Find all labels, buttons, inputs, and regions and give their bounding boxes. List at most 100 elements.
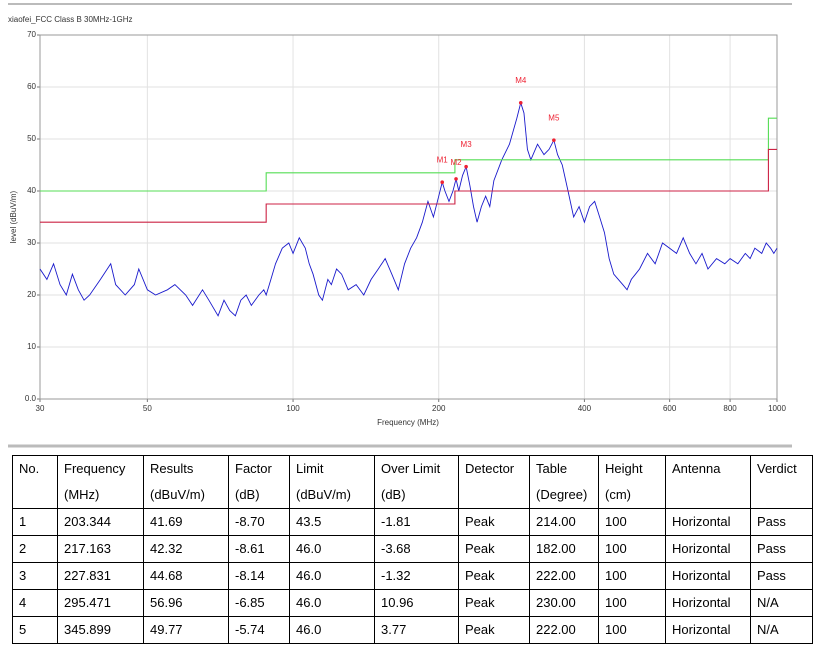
data-cell: 46.0 <box>289 589 375 617</box>
header-text: Table <box>536 461 568 476</box>
header-cell: Height (cm) <box>598 455 666 509</box>
x-tick-label: 30 <box>36 404 45 413</box>
header-cell: Detector <box>458 455 530 509</box>
header-cell: Frequency (MHz) <box>57 455 144 509</box>
data-cell: 5 <box>12 616 58 644</box>
header-text: Limit <box>296 461 324 476</box>
marker-label: M5 <box>548 113 560 122</box>
header-text: Height <box>605 461 643 476</box>
header-text: Over Limit <box>381 461 441 476</box>
marker-point <box>464 164 468 169</box>
data-cell: -1.32 <box>374 562 459 590</box>
data-cell: Pass <box>750 562 813 590</box>
data-cell: 49.77 <box>143 616 229 644</box>
header-cell: Limit (dBuV/m) <box>289 455 375 509</box>
data-cell: 2 <box>12 535 58 563</box>
data-cell: N/A <box>750 589 813 617</box>
data-cell: Peak <box>458 535 530 563</box>
y-tick-label: 40 <box>27 186 36 195</box>
data-cell: 4 <box>12 589 58 617</box>
data-cell: 56.96 <box>143 589 229 617</box>
marker-point <box>454 177 458 181</box>
y-tick-label: 60 <box>27 82 36 91</box>
data-cell: Pass <box>750 535 813 563</box>
data-cell: -8.61 <box>228 535 290 563</box>
data-cell: 43.5 <box>289 508 375 536</box>
series-line <box>40 117 777 192</box>
marker-point <box>518 101 523 105</box>
header-text: Detector <box>465 461 515 476</box>
marker-label: M3 <box>461 140 473 149</box>
data-row: 4 295.471 56.96 -6.85 46.0 10.96 Peak 230.00 100… <box>12 589 813 617</box>
data-cell: 100 <box>598 562 666 590</box>
data-cell: Peak <box>458 589 530 617</box>
x-tick-label: 50 <box>143 404 152 413</box>
data-cell: Peak <box>458 562 530 590</box>
x-tick-label: 100 <box>286 404 300 413</box>
header-text: (dB) <box>235 487 260 502</box>
data-cell: Horizontal <box>665 535 751 563</box>
plot-frame <box>39 34 778 400</box>
x-tick-label: 800 <box>723 404 737 413</box>
data-row: 5 345.899 49.77 -5.74 46.0 3.77 Peak 222.00 100 H… <box>12 616 813 644</box>
header-text: Results <box>150 461 194 476</box>
data-cell: Horizontal <box>665 616 751 644</box>
header-text: Verdict <box>757 461 797 476</box>
data-cell: 46.0 <box>289 562 375 590</box>
data-cell: 100 <box>598 616 666 644</box>
header-text: (MHz) <box>64 487 100 502</box>
data-cell: 295.471 <box>57 589 144 617</box>
header-cell: Antenna <box>665 455 751 509</box>
series-line <box>39 101 778 317</box>
y-tick-label: 10 <box>27 342 36 351</box>
x-tick-label: 600 <box>663 404 677 413</box>
header-text: No. <box>19 461 40 476</box>
data-cell: -1.81 <box>374 508 459 536</box>
y-tick-label: 70 <box>27 30 36 39</box>
header-cell: No. <box>12 455 58 509</box>
data-row: 1 203.344 41.69 -8.70 43.5 -1.81 Peak 214.00 100… <box>12 508 813 536</box>
marker-point <box>552 138 556 142</box>
data-cell: 214.00 <box>529 508 599 536</box>
header-text: Factor <box>235 461 272 476</box>
data-cell: 3 <box>12 562 58 590</box>
x-tick-label: 200 <box>432 404 446 413</box>
result-table: No. Frequency (MHz) Results (dBuV/m) Factor (d… <box>12 455 813 644</box>
data-cell: -6.85 <box>228 589 290 617</box>
data-cell: 230.00 <box>529 589 599 617</box>
data-cell: 46.0 <box>289 616 375 644</box>
data-cell: 182.00 <box>529 535 599 563</box>
header-text: (Degree) <box>536 487 588 502</box>
header-cell: Over Limit (dB) <box>374 455 459 509</box>
data-cell: 42.32 <box>143 535 229 563</box>
x-tick-label: 400 <box>578 404 592 413</box>
data-cell: -8.14 <box>228 562 290 590</box>
data-cell: Horizontal <box>665 508 751 536</box>
data-cell: Peak <box>458 616 530 644</box>
data-cell: Peak <box>458 508 530 536</box>
data-cell: 3.77 <box>374 616 459 644</box>
data-cell: 100 <box>598 589 666 617</box>
data-cell: 203.344 <box>57 508 144 536</box>
marker-label: M4 <box>515 76 527 85</box>
data-cell: 227.831 <box>57 562 144 590</box>
data-cell: 217.163 <box>57 535 144 563</box>
y-axis-label: level (dBuV/m) <box>9 190 18 243</box>
data-cell: 100 <box>598 535 666 563</box>
data-cell: 44.68 <box>143 562 229 590</box>
header-text: (cm) <box>605 487 631 502</box>
data-cell: Horizontal <box>665 589 751 617</box>
header-row: No. Frequency (MHz) Results (dBuV/m) Factor (d… <box>12 455 813 509</box>
marker-label: M2 <box>450 158 462 167</box>
data-cell: Pass <box>750 508 813 536</box>
data-cell: N/A <box>750 616 813 644</box>
marker-label: M1 <box>437 155 449 164</box>
x-axis-label: Frequency (MHz) <box>377 418 439 427</box>
x-tick-label: 1000 <box>768 404 786 413</box>
header-cell: Factor (dB) <box>228 455 290 509</box>
data-cell: -5.74 <box>228 616 290 644</box>
data-row: 3 227.831 44.68 -8.14 46.0 -1.32 Peak 222.00 100… <box>12 562 813 590</box>
series-line <box>40 148 777 223</box>
y-tick-label: 0.0 <box>25 394 37 403</box>
